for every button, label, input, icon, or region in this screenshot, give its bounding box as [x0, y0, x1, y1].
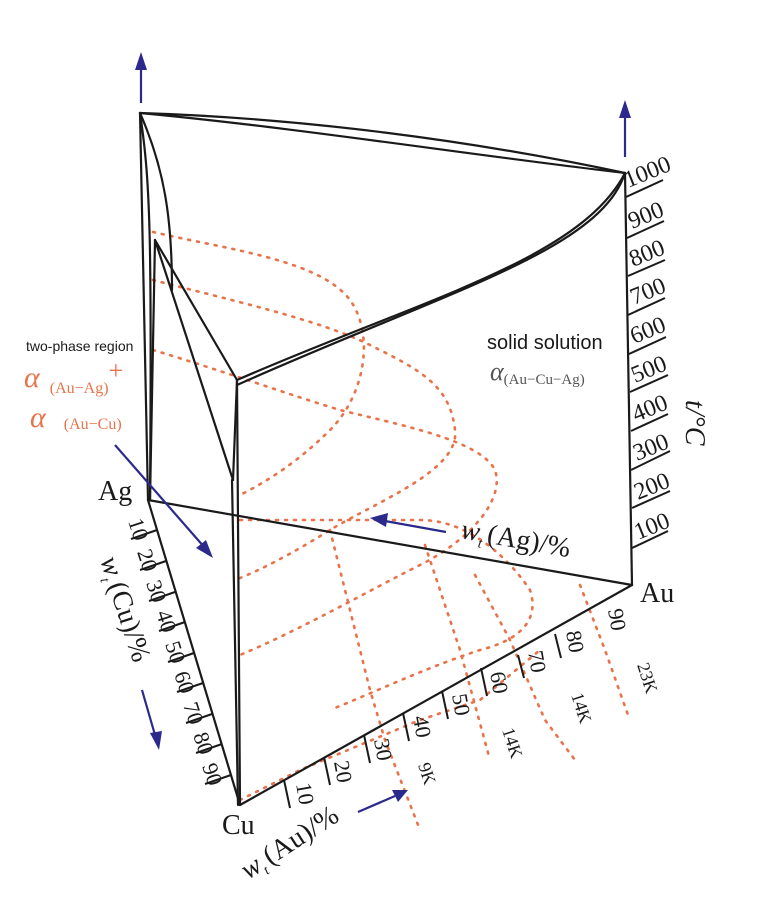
- two-phase-phase1: α (Au−Ag)+: [24, 356, 123, 397]
- vertex-label-ag: Ag: [98, 476, 132, 507]
- two-phase-title: two-phase region: [26, 338, 133, 354]
- arrow-cu-direction-icon: [140, 689, 162, 750]
- karat-label-23k: 23K: [633, 660, 662, 696]
- temp-tick-300: 300: [630, 429, 673, 467]
- prism-edges: [138, 111, 634, 807]
- ag-axis-label: wt(Ag)/%: [458, 514, 573, 567]
- cu-tick-50: 50: [160, 638, 191, 667]
- vertex-label-au: Au: [640, 578, 674, 609]
- temp-tick-200: 200: [631, 468, 674, 506]
- temp-tick-700: 700: [627, 273, 670, 311]
- arrow-two-phase-pointer-icon: [114, 444, 213, 558]
- temperature-axis: 100 200 300 400 500 600 700 800 900 1000…: [621, 151, 710, 549]
- cu-tick-90: 90: [197, 760, 228, 789]
- vertex-label-cu: Cu: [222, 810, 255, 841]
- solid-solution-title: solid solution: [487, 332, 603, 354]
- karat-label-9k: 9K: [414, 760, 440, 787]
- cu-tick-20: 20: [132, 546, 163, 575]
- au-composition-axis: 10 20 30 40 50 60 70 80 90 wt(Au)/%: [235, 607, 632, 886]
- direction-arrows: [114, 52, 631, 814]
- karat-label-14k-b: 14K: [567, 690, 596, 726]
- temp-tick-800: 800: [626, 235, 669, 273]
- karat-isopleth-lines: [151, 230, 630, 832]
- au-tick-90: 90: [603, 607, 631, 633]
- au-tick-20: 20: [329, 759, 357, 785]
- arrow-up-right-icon: [619, 100, 631, 157]
- temp-tick-600: 600: [627, 312, 670, 350]
- temp-tick-900: 900: [625, 197, 668, 235]
- cu-tick-30: 30: [141, 577, 172, 606]
- au-tick-60: 60: [485, 670, 513, 696]
- cu-tick-40: 40: [151, 607, 182, 636]
- au-tick-10: 10: [291, 781, 319, 807]
- cu-tick-70: 70: [178, 699, 209, 728]
- arrow-au-direction-icon: [357, 790, 408, 814]
- solid-solution-phase: α(Au−Cu−Ag): [490, 357, 585, 388]
- temp-tick-500: 500: [628, 351, 671, 389]
- temp-tick-400: 400: [629, 390, 672, 428]
- cu-tick-10: 10: [123, 515, 154, 544]
- cu-tick-80: 80: [188, 729, 219, 758]
- solid-solution-region-label: solid solution α(Au−Cu−Ag): [487, 332, 603, 388]
- karat-labels: 9K 14K 14K 23K: [414, 660, 662, 787]
- two-phase-phase2: α (Au−Cu): [30, 401, 122, 434]
- au-tick-40: 40: [408, 714, 436, 740]
- au-tick-70: 70: [523, 649, 551, 675]
- cu-tick-60: 60: [169, 668, 200, 697]
- arrow-up-left-icon: [135, 52, 147, 103]
- au-tick-80: 80: [561, 629, 589, 655]
- au-tick-30: 30: [369, 737, 397, 763]
- temperature-axis-label: t/°C: [679, 400, 710, 446]
- karat-label-14k-a: 14K: [498, 725, 527, 761]
- arrow-ag-direction-icon: [370, 513, 447, 534]
- temp-tick-100: 100: [631, 508, 674, 546]
- two-phase-region-label: two-phase region α (Au−Ag)+ α (Au−Cu): [24, 338, 133, 434]
- au-tick-50: 50: [447, 692, 475, 718]
